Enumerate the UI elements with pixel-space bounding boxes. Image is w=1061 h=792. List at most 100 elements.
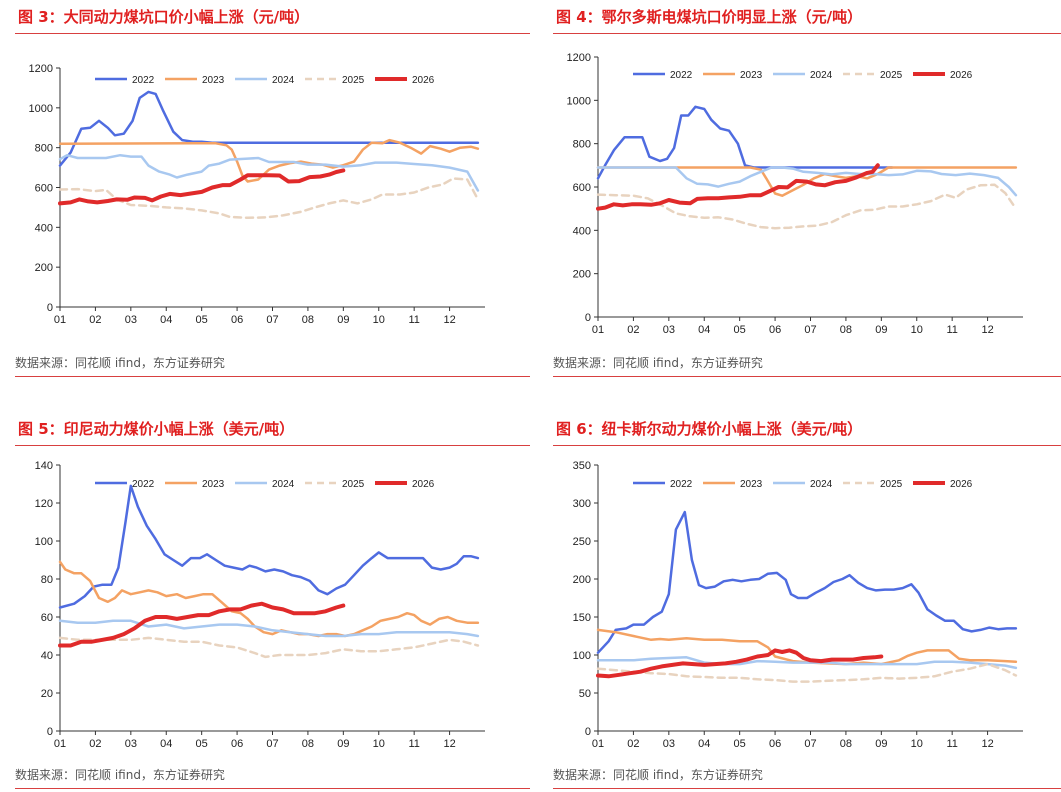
x-tick-label: 07	[804, 738, 816, 750]
series-line-2022	[596, 105, 894, 180]
x-tick-label: 10	[373, 738, 385, 750]
series-line-2023	[58, 138, 480, 183]
divider	[15, 33, 530, 34]
y-tick-label: 0	[47, 302, 53, 314]
y-tick-label: 20	[41, 688, 53, 700]
legend-label: 2025	[880, 70, 903, 81]
y-tick-label: 0	[585, 312, 591, 324]
x-tick-label: 01	[592, 738, 604, 750]
series-line-2022	[58, 484, 480, 609]
chart-title: 图 6：纽卡斯尔动力煤价小幅上涨（美元/吨）	[556, 420, 863, 438]
line-chart: 0 200 400 600 800 1000 1200 01 02 03 04 05 06 07 08 09 1…	[567, 52, 1023, 336]
chart-panel-fig5: 图 5：印尼动力煤价小幅上涨（美元/吨） 0 20 40 60 80 100 120 140 0…	[15, 414, 530, 789]
source-note: 数据来源：同花顺 ifind，东方证券研究	[15, 768, 225, 782]
y-tick-label: 800	[573, 139, 591, 151]
series-line-2026	[596, 648, 884, 679]
y-tick-label: 200	[573, 574, 591, 586]
x-tick-label: 02	[89, 314, 101, 326]
chart-title: 图 4：鄂尔多斯电煤坑口价明显上涨（元/吨）	[556, 8, 863, 26]
x-tick-label: 09	[875, 324, 887, 336]
y-tick-label: 120	[35, 498, 53, 510]
series-line-2026	[596, 163, 880, 211]
series-line-2024	[596, 166, 1018, 197]
x-tick-label: 12	[981, 738, 993, 750]
x-tick-label: 04	[698, 738, 710, 750]
y-tick-label: 800	[35, 143, 53, 155]
x-tick-label: 06	[231, 738, 243, 750]
series-line-2022	[596, 510, 1018, 654]
y-tick-label: 50	[579, 688, 591, 700]
y-tick-label: 0	[585, 726, 591, 738]
series-line-2026	[58, 168, 346, 206]
y-tick-label: 60	[41, 612, 53, 624]
y-tick-label: 600	[35, 183, 53, 195]
x-tick-label: 10	[911, 324, 923, 336]
line-chart: 0 200 400 600 800 1000 1200 01 02 03 04 05 06 07 08 09 1…	[29, 63, 485, 326]
legend-label: 2022	[670, 70, 693, 81]
divider	[553, 445, 1061, 446]
x-tick-label: 09	[875, 738, 887, 750]
series-line-2024	[58, 153, 480, 192]
x-tick-label: 01	[54, 738, 66, 750]
chart-panel-fig6: 图 6：纽卡斯尔动力煤价小幅上涨（美元/吨） 0 50 100 150 200 250 30…	[553, 414, 1061, 789]
x-tick-label: 03	[663, 324, 675, 336]
legend-label: 2022	[132, 75, 155, 86]
y-tick-label: 1000	[567, 95, 591, 107]
x-tick-label: 08	[302, 738, 314, 750]
y-tick-label: 200	[573, 269, 591, 281]
y-tick-label: 1000	[29, 103, 53, 115]
line-chart: 0 50 100 150 200 250 300 350 01 02 03 04 05 06 07 08 09 1…	[573, 460, 1023, 750]
x-tick-label: 05	[196, 738, 208, 750]
series-line-2025	[58, 636, 480, 659]
x-tick-label: 09	[337, 314, 349, 326]
x-tick-label: 10	[911, 738, 923, 750]
x-tick-label: 05	[734, 324, 746, 336]
x-tick-label: 12	[443, 314, 455, 326]
legend-label: 2024	[810, 70, 833, 81]
legend-label: 2026	[950, 479, 973, 490]
chart-title: 图 3：大同动力煤坑口价小幅上涨（元/吨）	[18, 8, 310, 26]
x-tick-label: 11	[408, 314, 419, 326]
x-tick-label: 08	[302, 314, 314, 326]
x-tick-label: 01	[592, 324, 604, 336]
x-tick-label: 06	[769, 738, 781, 750]
divider	[553, 788, 1061, 789]
x-tick-label: 01	[54, 314, 66, 326]
x-tick-label: 03	[125, 314, 137, 326]
x-tick-label: 03	[663, 738, 675, 750]
legend-label: 2026	[412, 479, 435, 490]
x-tick-label: 08	[840, 738, 852, 750]
y-tick-label: 1200	[29, 63, 53, 75]
legend-label: 2024	[810, 479, 833, 490]
series-line-2024	[596, 656, 1018, 670]
y-tick-label: 40	[41, 650, 53, 662]
x-tick-label: 10	[373, 314, 385, 326]
series-line-2022	[58, 90, 480, 167]
series-line-2025	[596, 183, 1018, 230]
y-tick-label: 400	[35, 222, 53, 234]
x-tick-label: 03	[125, 738, 137, 750]
divider	[553, 33, 1061, 34]
series-line-2025	[596, 662, 1018, 683]
chart-title: 图 5：印尼动力煤价小幅上涨（美元/吨）	[18, 420, 295, 438]
x-tick-label: 06	[769, 324, 781, 336]
x-tick-label: 02	[627, 738, 639, 750]
divider	[15, 445, 530, 446]
y-tick-label: 400	[573, 225, 591, 237]
x-tick-label: 06	[231, 314, 243, 326]
chart-panel-fig4: 图 4：鄂尔多斯电煤坑口价明显上涨（元/吨） 0 200 400 600 800 1000…	[553, 2, 1061, 377]
x-tick-label: 12	[443, 738, 455, 750]
legend-label: 2023	[202, 75, 225, 86]
legend-label: 2024	[272, 479, 295, 490]
legend-label: 2026	[412, 75, 435, 86]
x-tick-label: 11	[408, 738, 419, 750]
divider	[15, 788, 530, 789]
y-tick-label: 200	[35, 262, 53, 274]
source-note: 数据来源：同花顺 ifind，东方证券研究	[553, 768, 763, 782]
y-tick-label: 100	[35, 536, 53, 548]
x-tick-label: 04	[698, 324, 710, 336]
x-tick-label: 05	[196, 314, 208, 326]
legend-label: 2025	[880, 479, 903, 490]
y-tick-label: 300	[573, 498, 591, 510]
legend-label: 2025	[342, 75, 365, 86]
